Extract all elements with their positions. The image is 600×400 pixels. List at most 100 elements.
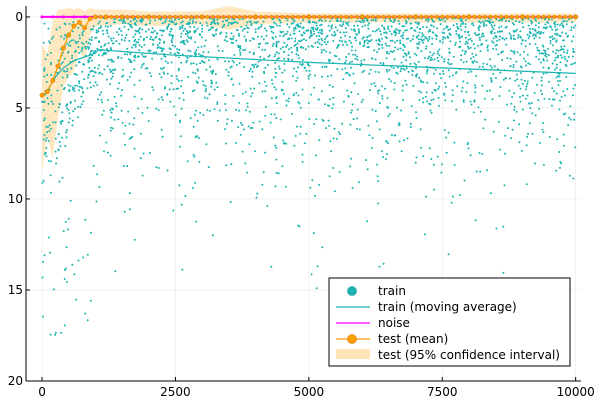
train-point <box>566 51 569 54</box>
train-point <box>195 49 198 51</box>
train-point <box>61 76 64 79</box>
train-point <box>99 134 101 137</box>
train-point <box>47 126 49 128</box>
train-point <box>425 47 428 50</box>
train-point <box>244 162 247 165</box>
train-point <box>292 29 295 32</box>
train-point <box>544 26 547 29</box>
train-point <box>272 42 275 45</box>
train-point <box>197 137 200 139</box>
train-point <box>419 128 422 131</box>
train-point <box>370 147 373 150</box>
test-mean-point <box>493 14 498 19</box>
train-point <box>398 140 401 143</box>
train-point <box>245 40 247 43</box>
test-mean-point <box>354 14 359 19</box>
train-point <box>358 20 361 23</box>
train-point <box>388 78 391 81</box>
train-point <box>58 26 61 29</box>
train-point <box>304 48 307 51</box>
train-point <box>363 44 366 47</box>
train-point <box>140 66 143 69</box>
x-tick-label: 7500 <box>427 385 458 399</box>
train-point <box>141 111 144 114</box>
train-point <box>402 31 405 34</box>
train-point <box>295 91 298 94</box>
train-point <box>181 20 184 23</box>
train-point <box>77 26 80 29</box>
train-point <box>198 160 201 163</box>
train-point <box>391 39 394 42</box>
train-point <box>447 131 450 134</box>
train-point <box>374 58 377 61</box>
train-point <box>97 98 100 101</box>
train-point <box>84 312 87 315</box>
train-point <box>167 24 170 27</box>
train-point <box>542 164 545 166</box>
train-point <box>98 186 101 188</box>
train-point <box>428 55 431 58</box>
train-point <box>312 30 315 33</box>
train-point <box>253 38 255 41</box>
train-point <box>554 25 557 28</box>
train-point <box>460 19 463 22</box>
train-point <box>323 49 326 51</box>
train-point <box>254 28 257 31</box>
train-point <box>49 61 52 64</box>
train-point <box>455 30 458 33</box>
train-point <box>411 38 414 41</box>
noise-point <box>40 15 44 19</box>
train-point <box>426 70 429 73</box>
train-point <box>148 72 151 74</box>
train-point <box>181 24 184 27</box>
train-point <box>320 37 323 40</box>
train-point <box>321 90 323 93</box>
train-point <box>402 55 405 58</box>
train-point <box>414 161 417 164</box>
train-point <box>72 39 75 42</box>
train-point <box>138 44 141 47</box>
train-point <box>137 107 140 110</box>
train-point <box>501 50 504 53</box>
train-point <box>335 137 338 140</box>
train-point <box>365 39 368 42</box>
train-point <box>43 254 46 257</box>
train-point <box>251 70 254 73</box>
train-point <box>569 105 572 108</box>
train-point <box>256 192 259 195</box>
train-point <box>454 41 457 44</box>
train-point <box>336 17 339 20</box>
train-point <box>163 41 166 44</box>
train-point <box>203 61 206 64</box>
y-tick-label: 15 <box>8 283 23 297</box>
train-point <box>132 123 135 126</box>
train-point <box>48 40 50 43</box>
train-point <box>332 96 335 99</box>
train-point <box>394 41 396 44</box>
test-mean-point <box>434 14 439 19</box>
train-point <box>458 33 461 36</box>
train-point <box>467 71 470 74</box>
legend-label-test-ci: test (95% confidence interval) <box>378 348 560 362</box>
train-point <box>486 90 489 93</box>
train-point <box>229 66 232 69</box>
train-point <box>477 27 480 30</box>
train-point <box>502 78 505 81</box>
train-point <box>368 134 371 137</box>
train-point <box>274 22 277 25</box>
train-point <box>387 142 389 145</box>
train-point <box>299 46 302 49</box>
train-point <box>479 21 482 24</box>
train-point <box>533 92 536 94</box>
test-mean-point <box>66 32 72 38</box>
train-point <box>63 57 66 60</box>
train-point <box>192 153 195 156</box>
train-point <box>232 83 235 86</box>
train-point <box>68 22 71 25</box>
train-point <box>88 46 90 48</box>
train-point <box>518 20 521 23</box>
train-point <box>342 21 345 24</box>
train-point <box>515 60 518 63</box>
train-point <box>499 71 502 74</box>
train-point <box>102 53 105 56</box>
